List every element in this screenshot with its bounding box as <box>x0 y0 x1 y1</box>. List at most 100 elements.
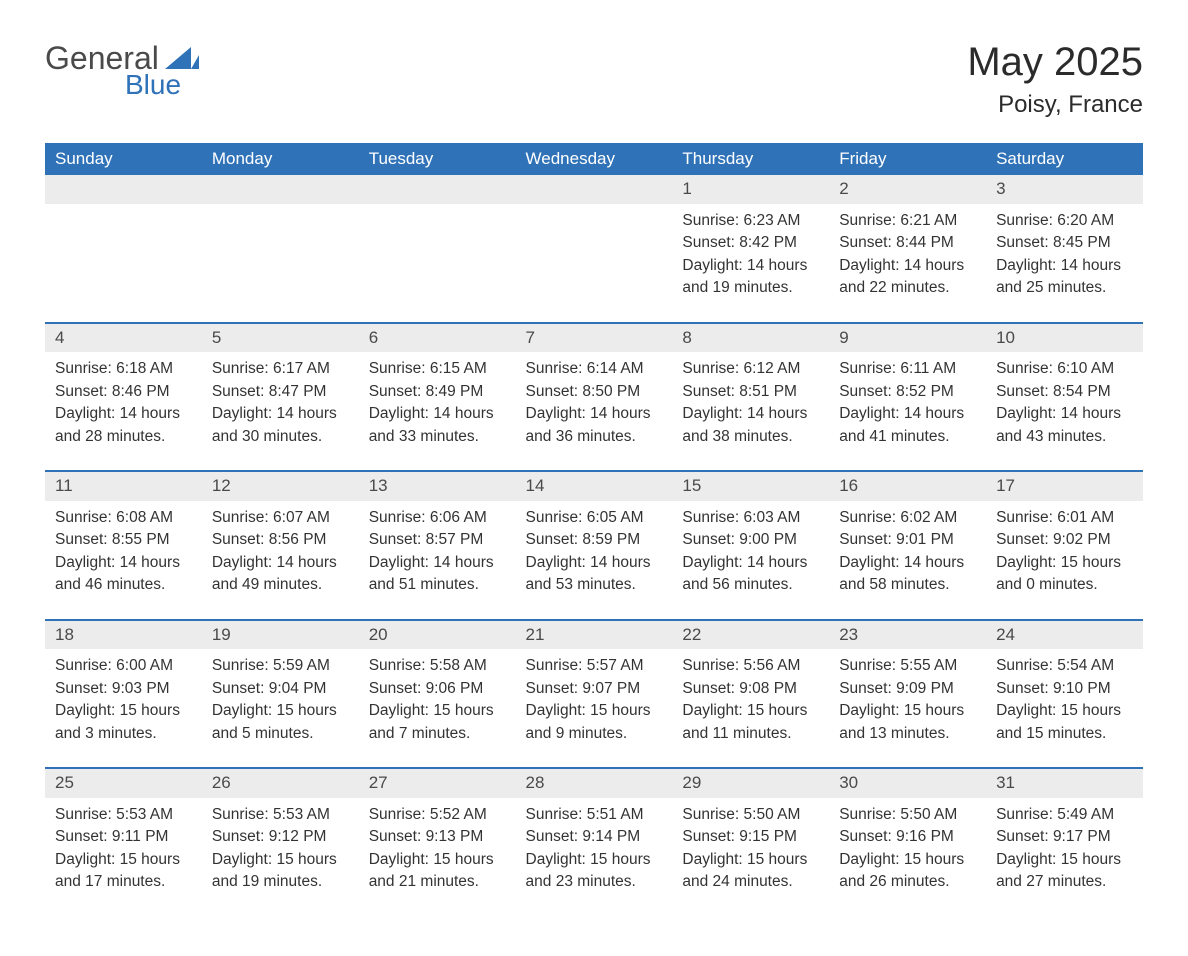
sunset-value: 9:14 PM <box>582 828 640 845</box>
day-number: 17 <box>986 471 1143 501</box>
sunset-label: Sunset: <box>212 828 269 845</box>
sunset-label: Sunset: <box>55 828 112 845</box>
sunset-value: 9:15 PM <box>739 828 797 845</box>
sunrise-value: 6:07 AM <box>273 509 330 526</box>
daylight-label: Daylight: <box>996 257 1061 274</box>
day-number: 2 <box>829 175 986 204</box>
sunrise-label: Sunrise: <box>55 509 116 526</box>
sunrise: Sunrise: 6:08 AM <box>55 507 192 529</box>
sunset-label: Sunset: <box>526 680 583 697</box>
sunrise-value: 5:51 AM <box>587 806 644 823</box>
sunset: Sunset: 8:50 PM <box>526 381 663 403</box>
day-cell: Sunrise: 6:03 AMSunset: 9:00 PMDaylight:… <box>672 501 829 620</box>
sunset: Sunset: 8:49 PM <box>369 381 506 403</box>
sunrise-value: 6:05 AM <box>587 509 644 526</box>
sunrise: Sunrise: 6:06 AM <box>369 507 506 529</box>
daylight: Daylight: 15 hours and 9 minutes. <box>526 700 663 745</box>
day-cell: Sunrise: 6:14 AMSunset: 8:50 PMDaylight:… <box>516 352 673 471</box>
sunrise-value: 6:06 AM <box>430 509 487 526</box>
daylight-label: Daylight: <box>55 851 120 868</box>
sunrise: Sunrise: 6:11 AM <box>839 358 976 380</box>
sunset-label: Sunset: <box>839 531 896 548</box>
sunrise-label: Sunrise: <box>996 806 1057 823</box>
sunset-value: 9:09 PM <box>896 680 954 697</box>
sunrise-label: Sunrise: <box>526 806 587 823</box>
sunset-label: Sunset: <box>55 531 112 548</box>
sunset: Sunset: 9:01 PM <box>839 529 976 551</box>
daynum-row: 11121314151617 <box>45 471 1143 501</box>
sunset-label: Sunset: <box>996 234 1053 251</box>
sunrise: Sunrise: 6:12 AM <box>682 358 819 380</box>
sunset: Sunset: 9:08 PM <box>682 678 819 700</box>
day-number: 16 <box>829 471 986 501</box>
daylight: Daylight: 14 hours and 51 minutes. <box>369 552 506 597</box>
sunset-label: Sunset: <box>526 828 583 845</box>
sunset: Sunset: 9:17 PM <box>996 826 1133 848</box>
sunrise-label: Sunrise: <box>55 806 116 823</box>
sunrise: Sunrise: 6:23 AM <box>682 210 819 232</box>
sunrise-value: 6:20 AM <box>1057 212 1114 229</box>
sunset-value: 8:52 PM <box>896 383 954 400</box>
sunrise: Sunrise: 5:54 AM <box>996 655 1133 677</box>
day-cell: Sunrise: 5:53 AMSunset: 9:12 PMDaylight:… <box>202 798 359 916</box>
logo: General Blue <box>45 40 199 101</box>
sunset-label: Sunset: <box>839 828 896 845</box>
day-cell: Sunrise: 6:23 AMSunset: 8:42 PMDaylight:… <box>672 204 829 323</box>
daylight: Daylight: 15 hours and 11 minutes. <box>682 700 819 745</box>
sunrise: Sunrise: 5:53 AM <box>55 804 192 826</box>
day-cell: Sunrise: 6:08 AMSunset: 8:55 PMDaylight:… <box>45 501 202 620</box>
sunset: Sunset: 8:44 PM <box>839 232 976 254</box>
day-number: 19 <box>202 620 359 650</box>
detail-row: Sunrise: 6:08 AMSunset: 8:55 PMDaylight:… <box>45 501 1143 620</box>
sunset-value: 8:47 PM <box>269 383 327 400</box>
day-cell: Sunrise: 5:55 AMSunset: 9:09 PMDaylight:… <box>829 649 986 768</box>
day-cell: Sunrise: 6:01 AMSunset: 9:02 PMDaylight:… <box>986 501 1143 620</box>
sunset-label: Sunset: <box>526 383 583 400</box>
sunrise-value: 5:58 AM <box>430 657 487 674</box>
empty-cell <box>202 204 359 323</box>
sunset-value: 8:50 PM <box>582 383 640 400</box>
sunrise-value: 5:50 AM <box>744 806 801 823</box>
day-cell: Sunrise: 5:53 AMSunset: 9:11 PMDaylight:… <box>45 798 202 916</box>
day-cell: Sunrise: 5:56 AMSunset: 9:08 PMDaylight:… <box>672 649 829 768</box>
title-block: May 2025 Poisy, France <box>967 40 1143 119</box>
sunset: Sunset: 9:04 PM <box>212 678 349 700</box>
daylight-label: Daylight: <box>212 702 277 719</box>
sunset-label: Sunset: <box>526 531 583 548</box>
sunrise: Sunrise: 5:49 AM <box>996 804 1133 826</box>
sunset-label: Sunset: <box>212 531 269 548</box>
sunset-value: 8:45 PM <box>1053 234 1111 251</box>
sunset-value: 9:13 PM <box>426 828 484 845</box>
sunset-label: Sunset: <box>369 383 426 400</box>
daylight-label: Daylight: <box>839 851 904 868</box>
sunrise: Sunrise: 6:14 AM <box>526 358 663 380</box>
sunrise-value: 6:14 AM <box>587 360 644 377</box>
daylight-label: Daylight: <box>682 702 747 719</box>
daylight: Daylight: 15 hours and 23 minutes. <box>526 849 663 894</box>
day-number: 6 <box>359 323 516 353</box>
sunrise-label: Sunrise: <box>212 806 273 823</box>
daylight-label: Daylight: <box>682 405 747 422</box>
daylight: Daylight: 15 hours and 19 minutes. <box>212 849 349 894</box>
day-number: 30 <box>829 768 986 798</box>
sunrise: Sunrise: 5:56 AM <box>682 655 819 677</box>
sunrise-label: Sunrise: <box>212 509 273 526</box>
sunrise: Sunrise: 6:00 AM <box>55 655 192 677</box>
sunrise-label: Sunrise: <box>55 360 116 377</box>
day-number: 11 <box>45 471 202 501</box>
sunrise: Sunrise: 5:52 AM <box>369 804 506 826</box>
sunset: Sunset: 8:51 PM <box>682 381 819 403</box>
day-cell: Sunrise: 6:06 AMSunset: 8:57 PMDaylight:… <box>359 501 516 620</box>
day-number: 26 <box>202 768 359 798</box>
empty-cell <box>359 175 516 204</box>
daylight-label: Daylight: <box>526 851 591 868</box>
day-number: 15 <box>672 471 829 501</box>
sunset-value: 8:49 PM <box>426 383 484 400</box>
sunrise-label: Sunrise: <box>682 657 743 674</box>
daylight-label: Daylight: <box>996 702 1061 719</box>
detail-row: Sunrise: 6:18 AMSunset: 8:46 PMDaylight:… <box>45 352 1143 471</box>
day-cell: Sunrise: 5:57 AMSunset: 9:07 PMDaylight:… <box>516 649 673 768</box>
daylight-label: Daylight: <box>55 702 120 719</box>
sunset: Sunset: 8:56 PM <box>212 529 349 551</box>
sunset-value: 8:42 PM <box>739 234 797 251</box>
